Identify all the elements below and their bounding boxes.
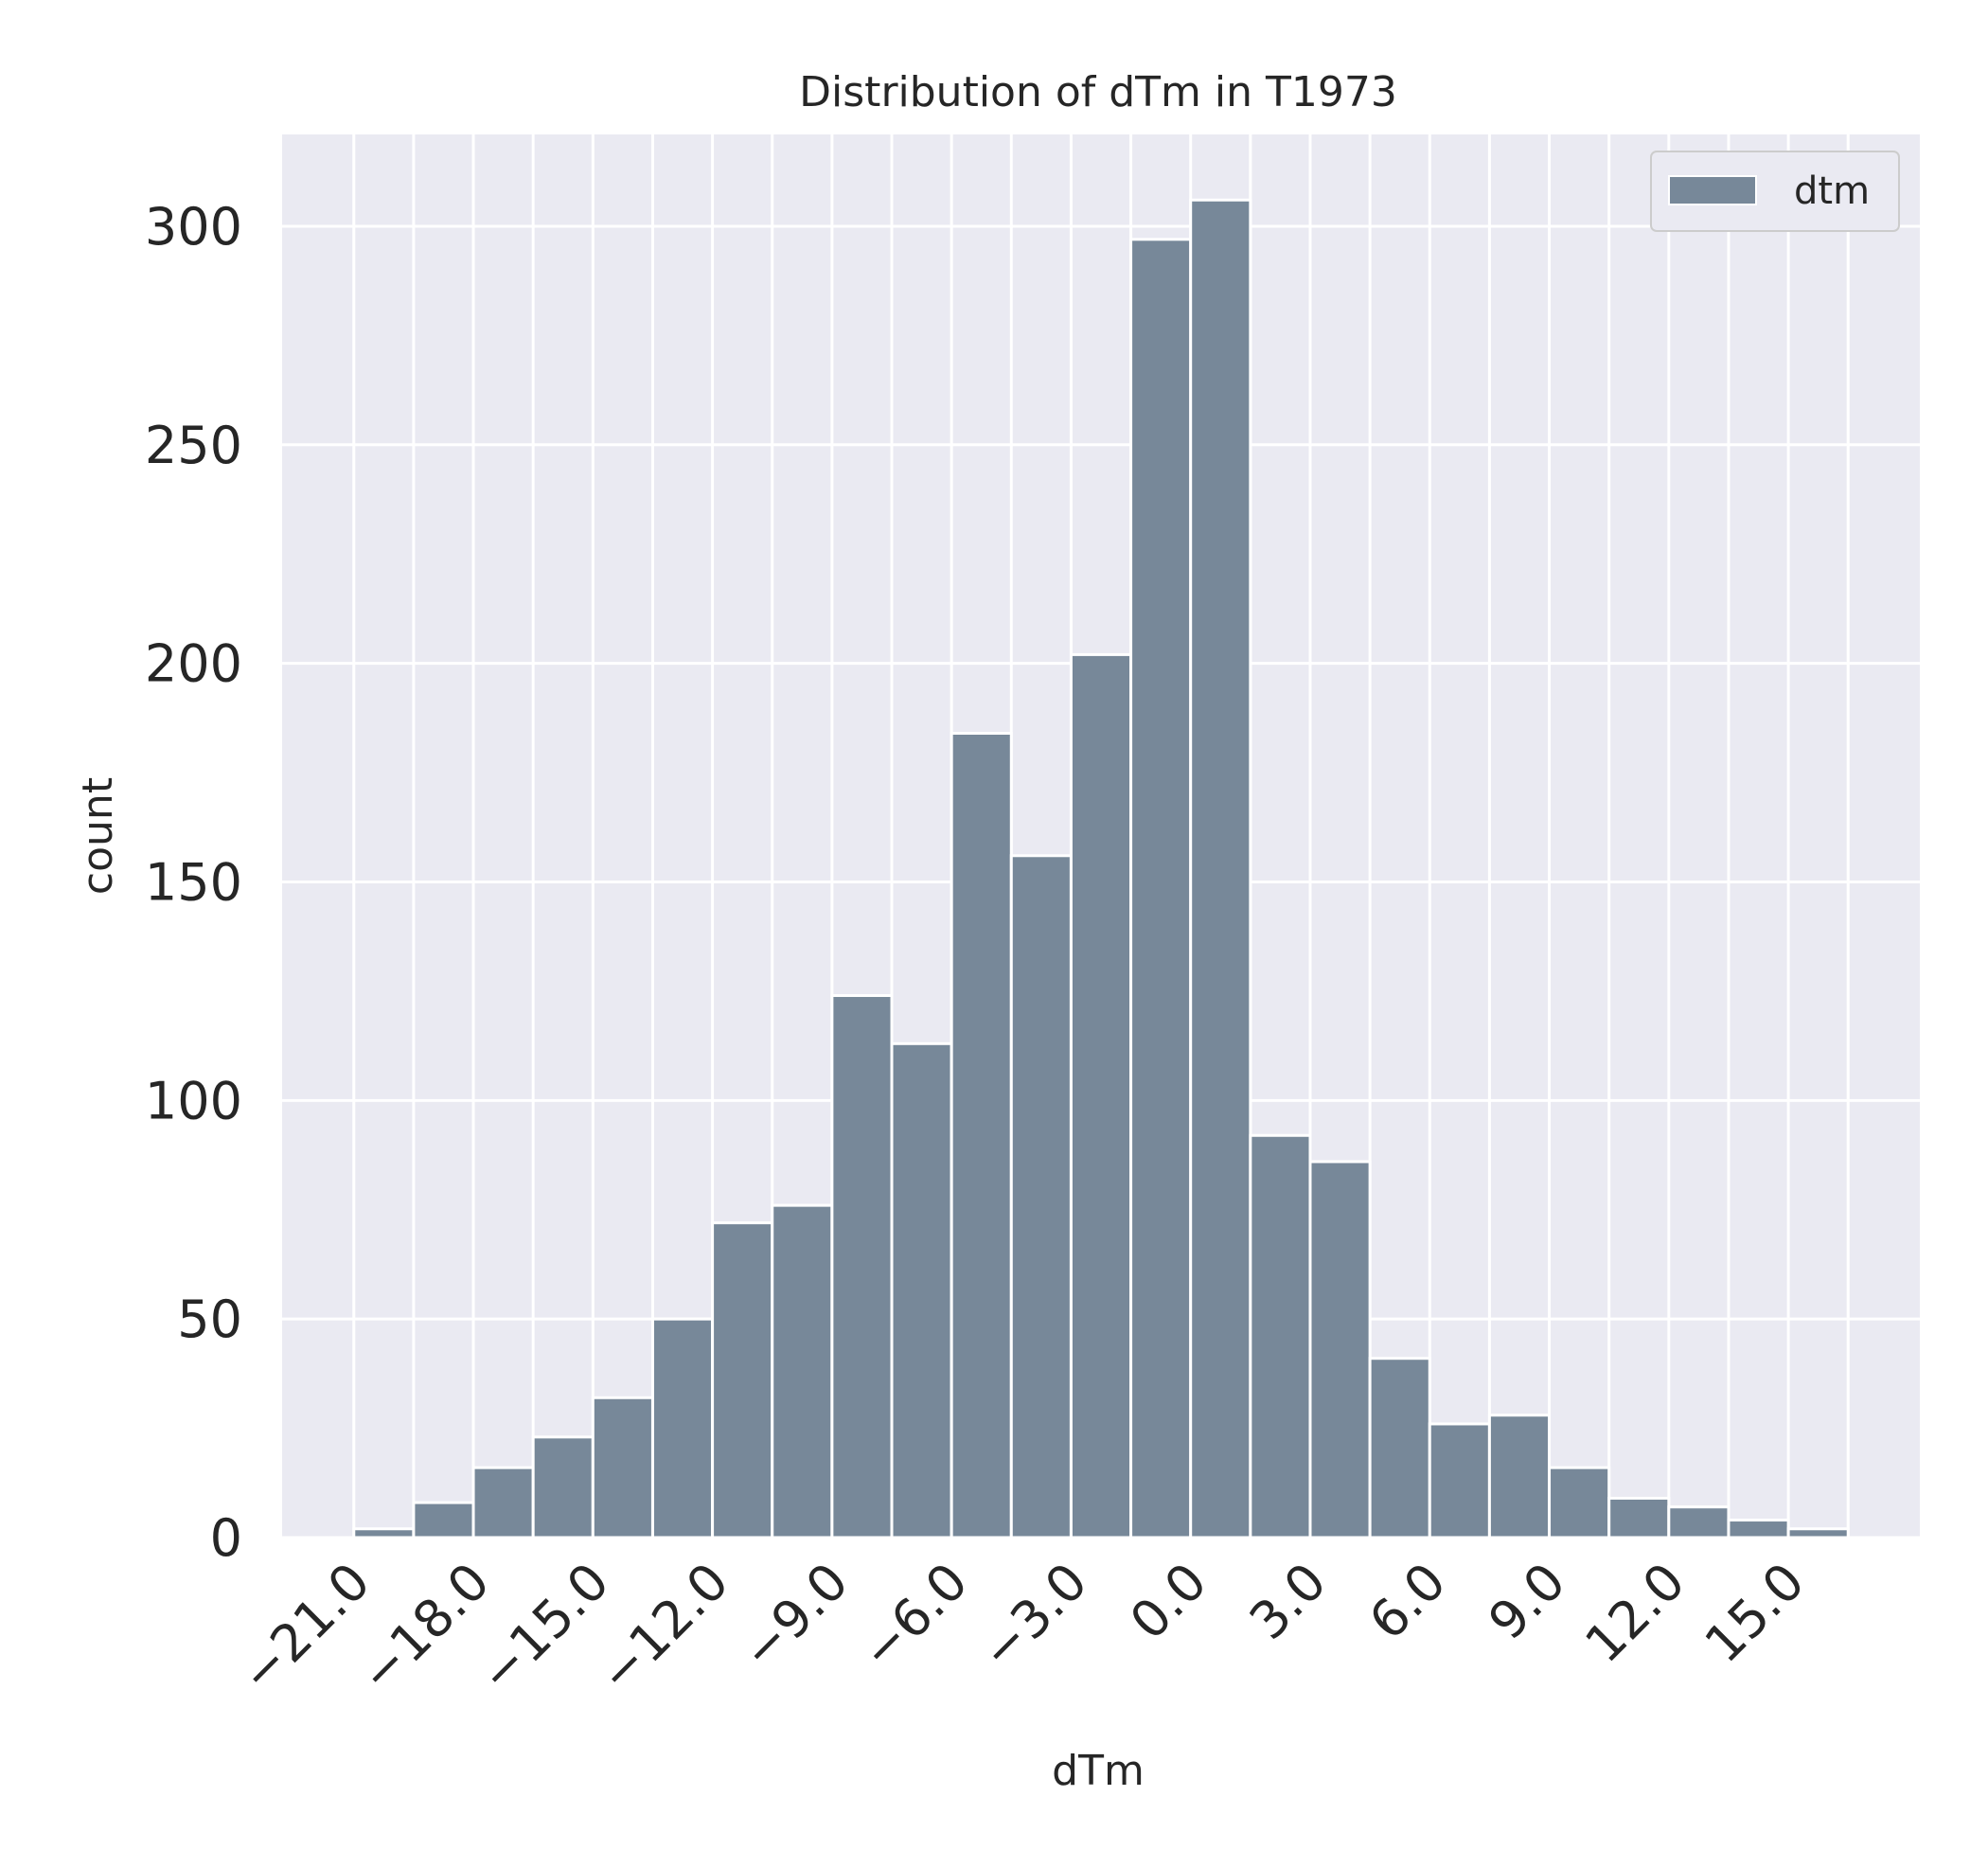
y-tick-label: 150 <box>145 852 242 912</box>
y-tick-label: 300 <box>145 197 242 257</box>
histogram-bar <box>830 994 894 1539</box>
histogram-bar <box>650 1317 715 1539</box>
legend-label: dtm <box>1794 169 1870 213</box>
y-axis-label: count <box>74 777 122 895</box>
chart-title: Distribution of dTm in T1973 <box>799 68 1397 116</box>
x-axis-label: dTm <box>1052 1747 1145 1795</box>
bars <box>352 198 1850 1539</box>
histogram-bar <box>1189 198 1252 1539</box>
histogram-bar <box>1069 652 1133 1539</box>
histogram-bar <box>890 1041 953 1539</box>
histogram-bar <box>711 1221 774 1539</box>
y-tick-label: 200 <box>145 634 242 694</box>
histogram-bar <box>1667 1505 1731 1539</box>
histogram-bar <box>531 1435 595 1539</box>
histogram-bar <box>1727 1519 1790 1539</box>
histogram-bar <box>412 1501 475 1539</box>
y-tick-label: 0 <box>210 1508 242 1568</box>
histogram-bar <box>950 732 1013 1539</box>
histogram-bar <box>1009 854 1073 1539</box>
histogram-bar <box>1548 1466 1611 1539</box>
histogram-bar <box>591 1396 654 1539</box>
y-tick-label: 50 <box>177 1290 242 1349</box>
histogram-bar <box>1308 1160 1372 1539</box>
y-tick-labels: 0 50 100 150 200 250 300 <box>145 197 242 1568</box>
y-tick-label: 250 <box>145 416 242 475</box>
grid-lines <box>282 134 1920 1539</box>
histogram-bar <box>771 1203 834 1539</box>
histogram-bar <box>1368 1357 1431 1539</box>
histogram-bar <box>1249 1133 1312 1539</box>
histogram-bar <box>1607 1496 1671 1539</box>
y-tick-label: 100 <box>145 1071 242 1130</box>
histogram-bar <box>1428 1422 1491 1539</box>
histogram-bar <box>1786 1527 1850 1539</box>
histogram-bar <box>1487 1414 1552 1539</box>
histogram-bar <box>1129 238 1193 1539</box>
legend-swatch <box>1668 175 1757 205</box>
histogram-bar <box>471 1466 535 1539</box>
legend-box <box>1650 151 1900 232</box>
histogram-bar <box>352 1527 416 1539</box>
legend: dtm <box>1650 151 1900 232</box>
